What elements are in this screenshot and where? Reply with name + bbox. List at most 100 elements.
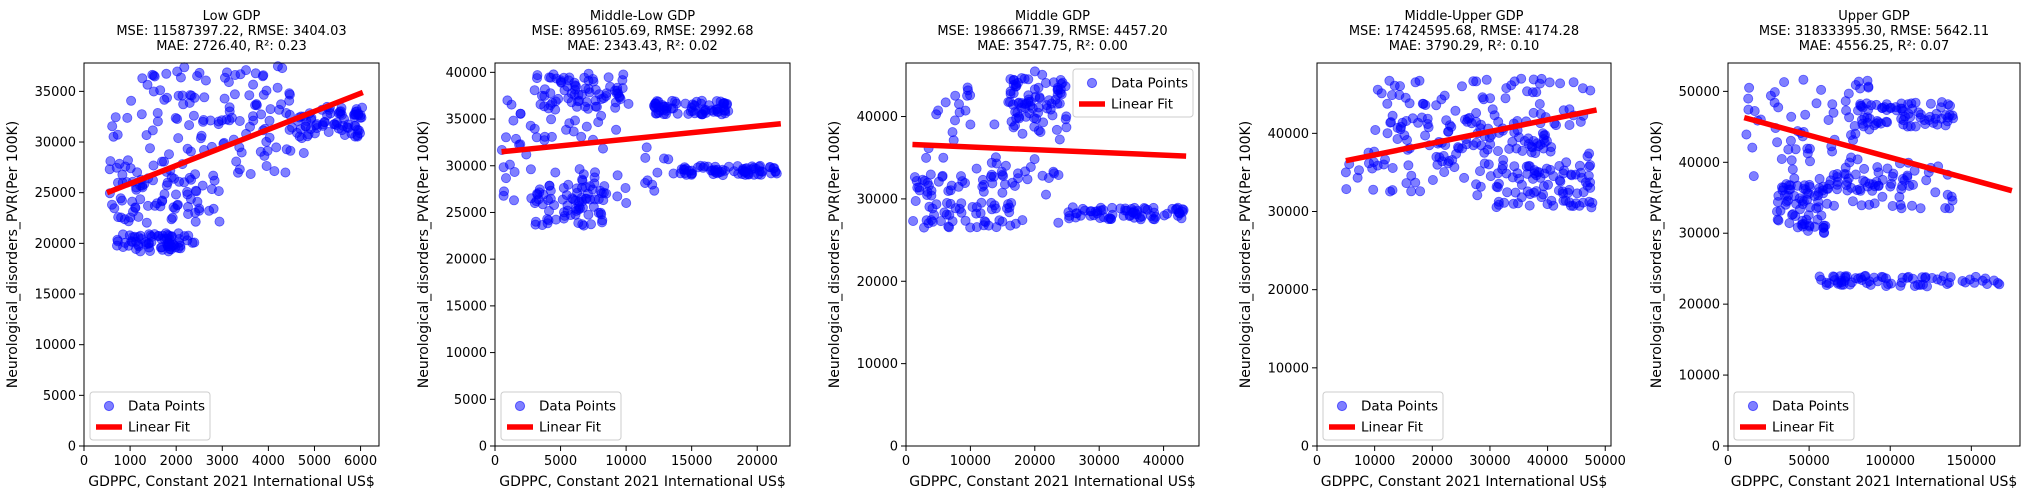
data-point xyxy=(595,185,606,196)
data-point xyxy=(189,237,200,248)
data-point xyxy=(1471,179,1482,190)
legend: Data Points Linear Fit xyxy=(89,391,211,441)
data-point xyxy=(593,117,604,128)
data-point xyxy=(1915,109,1926,120)
data-point xyxy=(1042,103,1053,114)
data-points xyxy=(104,61,368,257)
data-point xyxy=(1842,185,1853,196)
data-point xyxy=(1372,84,1383,95)
data-point xyxy=(965,222,976,233)
data-point xyxy=(1784,218,1795,229)
data-point xyxy=(1443,158,1454,169)
data-point xyxy=(976,197,987,208)
y-tick-label: 25000 xyxy=(446,206,487,221)
data-point xyxy=(612,191,623,202)
data-point xyxy=(1747,142,1758,153)
data-point xyxy=(1775,205,1786,216)
data-point xyxy=(285,145,296,156)
axes-frame xyxy=(1316,62,1612,447)
data-point xyxy=(910,195,921,206)
data-point xyxy=(1785,135,1796,146)
y-axis-label: Neurological_disorders_PVR(Per 100K) xyxy=(1238,121,1254,388)
data-point xyxy=(1744,82,1755,93)
data-point xyxy=(575,203,586,214)
x-tick-label: 6000 xyxy=(344,454,377,469)
data-point xyxy=(1002,203,1013,214)
data-point xyxy=(248,79,259,90)
data-point xyxy=(112,129,123,140)
data-point xyxy=(1786,155,1797,166)
data-point xyxy=(161,68,172,79)
data-point xyxy=(1977,275,1988,286)
data-point xyxy=(556,77,567,88)
data-point xyxy=(950,203,961,214)
data-point xyxy=(1989,275,2000,286)
data-point xyxy=(1945,272,1956,283)
subplot-title-line: MSE: 8956105.69, RMSE: 2992.68 xyxy=(531,24,753,39)
data-point xyxy=(998,170,1009,181)
linear-fit-line xyxy=(912,141,1187,159)
data-point xyxy=(937,171,948,182)
data-point xyxy=(126,95,137,106)
x-tick-label: 0 xyxy=(902,454,910,469)
data-point xyxy=(1841,105,1852,116)
data-point xyxy=(281,108,292,119)
data-point xyxy=(567,193,578,204)
legend-marker-points xyxy=(1747,400,1759,412)
data-point xyxy=(1524,200,1535,211)
data-point xyxy=(1804,181,1815,192)
data-point xyxy=(1790,144,1801,155)
data-point xyxy=(558,213,569,224)
data-point xyxy=(1915,203,1926,214)
data-point xyxy=(149,200,160,211)
x-tick-label: 0 xyxy=(491,454,499,469)
x-tick-label: 10000 xyxy=(605,454,646,469)
data-point xyxy=(652,167,663,178)
legend: Data Points Linear Fit xyxy=(1322,391,1444,441)
data-point xyxy=(123,216,134,227)
data-point xyxy=(1013,111,1024,122)
data-point xyxy=(612,170,623,181)
y-tick-label: 0 xyxy=(479,440,487,455)
data-point xyxy=(1382,98,1393,109)
x-tick-label: 0 xyxy=(1724,454,1732,469)
data-point xyxy=(143,238,154,249)
data-point xyxy=(545,88,556,99)
data-point xyxy=(173,133,184,144)
data-point xyxy=(1772,137,1783,148)
data-point xyxy=(1150,211,1161,222)
legend-label-linear-fit: Linear Fit xyxy=(128,420,190,436)
data-point xyxy=(1392,133,1403,144)
data-point xyxy=(1406,170,1417,181)
y-tick-label: 15000 xyxy=(446,299,487,314)
axes-frame xyxy=(905,62,1200,447)
data-point xyxy=(1584,196,1595,207)
subplot-title-line: Upper GDP xyxy=(1838,9,1910,24)
data-point xyxy=(1504,143,1515,154)
x-tick-label: 10000 xyxy=(1354,454,1395,469)
data-point xyxy=(1574,200,1585,211)
data-point xyxy=(525,164,536,175)
x-tick-label: 4000 xyxy=(252,454,285,469)
data-point xyxy=(1493,145,1504,156)
data-point xyxy=(580,101,591,112)
data-point xyxy=(1038,117,1049,128)
data-point xyxy=(658,109,669,120)
legend-label-linear-fit: Linear Fit xyxy=(1772,420,1834,436)
data-point xyxy=(617,75,628,86)
data-point xyxy=(1572,188,1583,199)
data-point xyxy=(1908,179,1919,190)
data-point xyxy=(291,127,302,138)
data-point xyxy=(245,168,256,179)
data-point xyxy=(561,124,572,135)
legend-label-linear-fit: Linear Fit xyxy=(539,420,601,436)
data-point xyxy=(1877,191,1888,202)
data-point xyxy=(1415,186,1426,197)
data-point xyxy=(1029,113,1040,124)
data-point xyxy=(1772,196,1783,207)
data-point xyxy=(1516,73,1527,84)
data-point xyxy=(199,92,210,103)
data-point xyxy=(911,175,922,186)
data-point xyxy=(1064,213,1075,224)
